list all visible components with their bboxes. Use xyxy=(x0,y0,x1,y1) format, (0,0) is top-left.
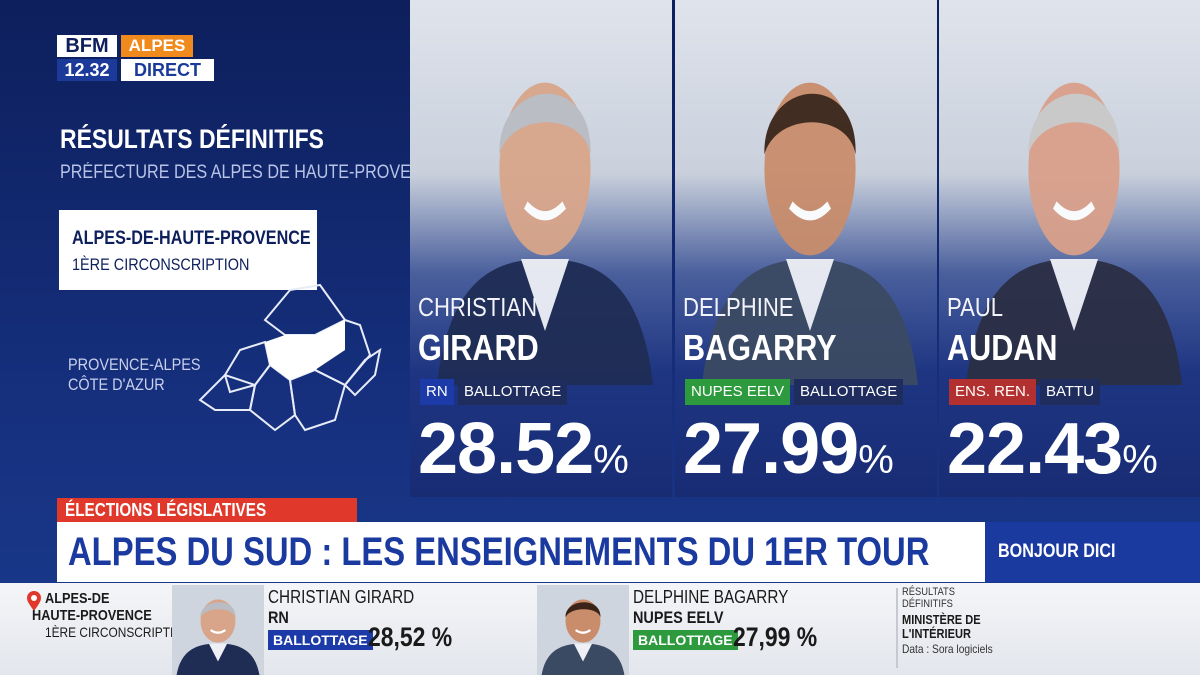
results-title: RÉSULTATS DÉFINITIFS xyxy=(60,124,324,154)
score: 22.43% xyxy=(947,408,1158,490)
ticker-party-text: NUPES EELV xyxy=(633,608,724,627)
first-name-text: DELPHINE xyxy=(683,292,794,322)
ticker-status-text: BALLOTTAGE xyxy=(273,632,368,648)
status-tag: BALLOTTAGE xyxy=(458,379,568,405)
ticker-score-text: 28,52 % xyxy=(368,622,453,652)
ticker-name: CHRISTIAN GIRARD xyxy=(268,587,440,608)
ticker-score: 28,52 % xyxy=(368,622,467,653)
ticker-score-text: 27,99 % xyxy=(733,622,818,652)
portrait xyxy=(176,599,260,675)
ticker-name: DELPHINE BAGARRY xyxy=(633,587,816,608)
party-tag: ENS. REN. xyxy=(949,379,1037,405)
score-unit: % xyxy=(1122,438,1158,482)
status-tag: BATTU xyxy=(1040,379,1101,405)
score-value: 22.43 xyxy=(947,409,1123,489)
ticker-source: RÉSULTATS xyxy=(902,586,955,598)
party-tag: NUPES EELV xyxy=(685,379,791,405)
ticker-party: NUPES EELV xyxy=(633,608,739,628)
first-name: PAUL xyxy=(947,292,1013,323)
district-box xyxy=(59,210,317,290)
last-name: BAGARRY xyxy=(683,327,864,369)
candidate-column: PAUL AUDAN ENS. REN. BATTU 22.43% xyxy=(939,0,1200,497)
ticker-party-text: RN xyxy=(268,608,289,627)
ticker-source: L'INTÉRIEUR xyxy=(902,626,971,641)
banner-show: BONJOUR DICI xyxy=(998,541,1116,562)
ticker-party: RN xyxy=(268,608,293,628)
ticker-portrait xyxy=(537,585,629,675)
ticker-status: BALLOTTAGE xyxy=(268,630,373,650)
ticker-source: MINISTÈRE DE xyxy=(902,612,981,627)
party-text: ENS. REN. xyxy=(955,383,1031,400)
status-text: BALLOTTAGE xyxy=(800,383,898,400)
party-text: NUPES EELV xyxy=(691,383,785,400)
portrait-box xyxy=(690,25,930,385)
district-circonscription: 1ÈRE CIRCONSCRIPTION xyxy=(72,255,250,274)
divider xyxy=(896,588,898,668)
ticker-status: BALLOTTAGE xyxy=(633,630,738,650)
results-source: PRÉFECTURE DES ALPES DE HAUTE-PROVENCE xyxy=(60,162,445,183)
portrait xyxy=(541,599,625,675)
portrait-box xyxy=(954,25,1194,385)
region-name: PROVENCE-ALPES xyxy=(68,355,201,374)
first-name-text: CHRISTIAN xyxy=(418,292,538,322)
last-name-text: BAGARRY xyxy=(683,327,837,368)
logo-brand: BFM xyxy=(57,35,117,57)
ticker-status-text: BALLOTTAGE xyxy=(638,632,733,648)
ticker-portrait xyxy=(172,585,264,675)
candidate-column: CHRISTIAN GIRARD RN BALLOTTAGE 28.52% xyxy=(410,0,672,497)
district-name: ALPES-DE-HAUTE-PROVENCE xyxy=(72,228,311,249)
first-name-text: PAUL xyxy=(947,292,1004,322)
ticker-name-text: CHRISTIAN GIRARD xyxy=(268,587,415,607)
score-unit: % xyxy=(858,438,894,482)
ticker-score: 27,99 % xyxy=(733,622,832,653)
party-text: RN xyxy=(426,383,448,400)
portrait xyxy=(437,82,653,385)
headline-bar xyxy=(57,522,985,582)
logo-live: DIRECT xyxy=(121,59,214,81)
candidate-column: DELPHINE BAGARRY NUPES EELV BALLOTTAGE 27.99… xyxy=(675,0,937,497)
banner-kicker: ÉLECTIONS LÉGISLATIVES xyxy=(65,500,267,520)
ticker-credit: Data : Sora logiciels xyxy=(902,642,993,656)
score-value: 28.52 xyxy=(418,409,594,489)
score: 27.99% xyxy=(683,408,894,490)
ticker-circonscription: 1ÈRE CIRCONSCRIPTION xyxy=(45,624,192,640)
last-name-text: AUDAN xyxy=(947,327,1058,368)
status-text: BATTU xyxy=(1046,383,1095,400)
last-name: GIRARD xyxy=(418,327,560,369)
region-name: CÔTE D'AZUR xyxy=(68,375,165,394)
status-text: BALLOTTAGE xyxy=(464,383,562,400)
ticker-name-text: DELPHINE BAGARRY xyxy=(633,587,789,607)
last-name: AUDAN xyxy=(947,327,1077,369)
portrait xyxy=(702,82,918,385)
first-name: CHRISTIAN xyxy=(418,292,558,323)
banner-headline: ALPES DU SUD : LES ENSEIGNEMENTS DU 1ER … xyxy=(68,530,930,574)
ticker-district: ALPES-DE xyxy=(45,590,110,607)
score-value: 27.99 xyxy=(683,409,859,489)
status-tag: BALLOTTAGE xyxy=(794,379,904,405)
portrait-box xyxy=(425,25,665,385)
ticker-source: DÉFINITIFS xyxy=(902,598,953,610)
pin-icon xyxy=(27,591,41,611)
score-unit: % xyxy=(593,438,629,482)
party-tag: RN xyxy=(420,379,454,405)
portrait xyxy=(966,82,1182,385)
ticker-district: HAUTE-PROVENCE xyxy=(32,607,152,624)
logo-time: 12.32 xyxy=(57,59,117,81)
show-box xyxy=(985,522,1200,582)
score: 28.52% xyxy=(418,408,629,490)
last-name-text: GIRARD xyxy=(418,327,539,368)
region-map xyxy=(198,283,382,432)
first-name: DELPHINE xyxy=(683,292,813,323)
logo-region: ALPES xyxy=(121,35,193,57)
